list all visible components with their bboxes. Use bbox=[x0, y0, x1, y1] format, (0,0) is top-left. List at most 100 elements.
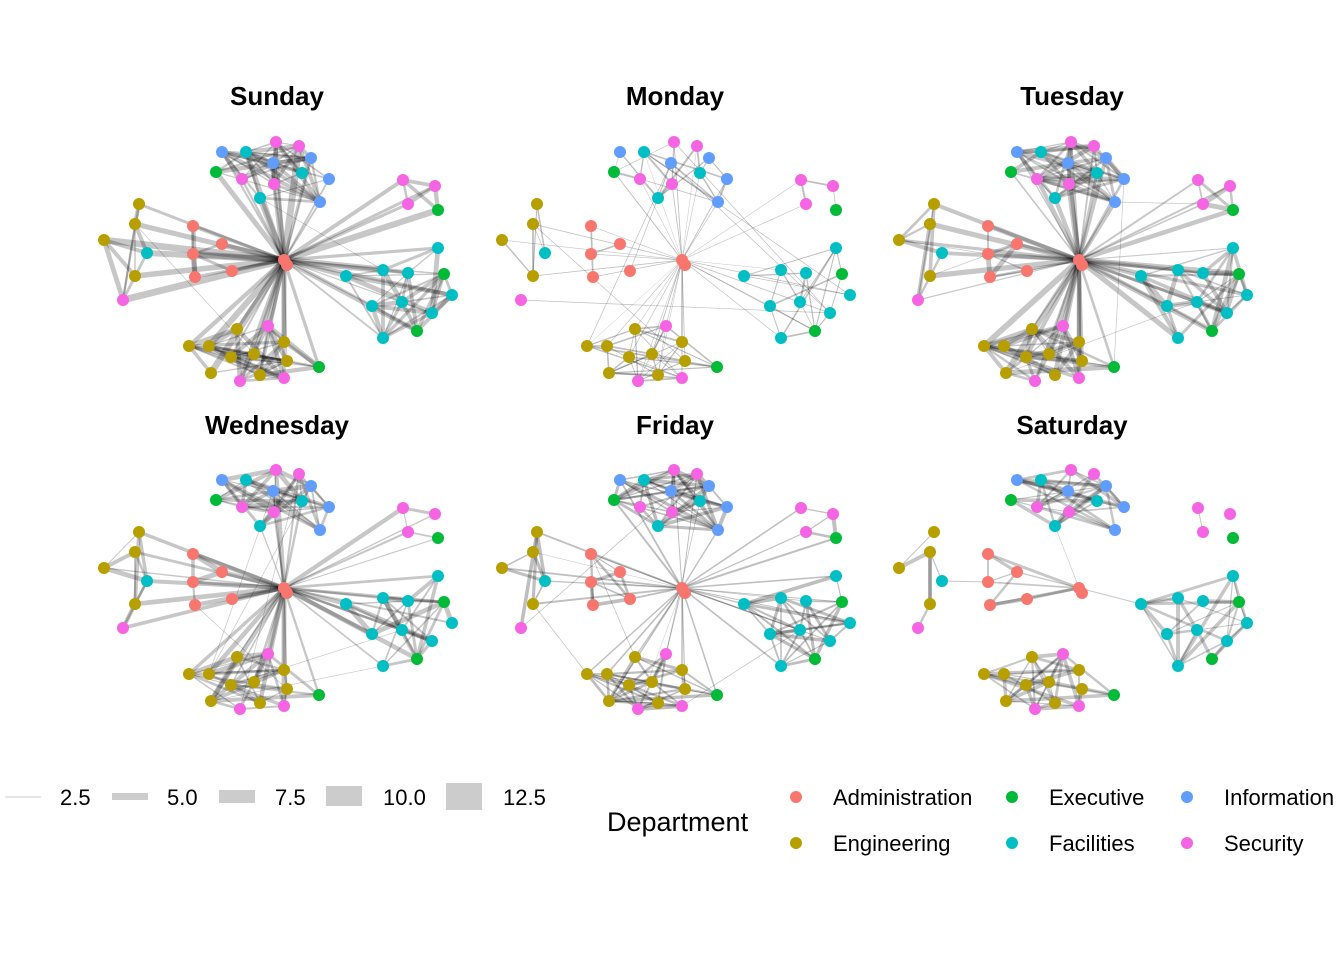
edge bbox=[1023, 257, 1082, 360]
edge bbox=[643, 151, 851, 296]
node-administration bbox=[982, 220, 994, 232]
edge bbox=[1104, 484, 1117, 532]
edge bbox=[381, 246, 440, 272]
edge bbox=[229, 683, 289, 691]
edge bbox=[1225, 600, 1241, 643]
edge bbox=[769, 305, 816, 332]
edge bbox=[1200, 270, 1230, 316]
edge bbox=[214, 498, 304, 503]
edge bbox=[768, 632, 832, 643]
edge bbox=[244, 150, 262, 200]
node-administration bbox=[189, 599, 201, 611]
edge bbox=[1015, 478, 1108, 488]
node-information bbox=[665, 485, 677, 497]
node-information bbox=[1109, 524, 1121, 536]
edge bbox=[592, 259, 683, 278]
node-administration bbox=[1011, 238, 1023, 250]
edge bbox=[1068, 506, 1125, 513]
nodes bbox=[893, 136, 1253, 387]
edge bbox=[187, 586, 286, 676]
node-facilities bbox=[764, 628, 776, 640]
node-facilities bbox=[800, 595, 812, 607]
edge bbox=[1139, 602, 1229, 643]
node-engineering bbox=[129, 218, 141, 230]
node-engineering bbox=[231, 651, 243, 663]
edge bbox=[240, 177, 286, 262]
edge bbox=[309, 156, 322, 204]
edge bbox=[612, 498, 660, 528]
edge bbox=[681, 587, 718, 696]
edge bbox=[779, 596, 852, 625]
edge bbox=[119, 256, 288, 304]
edge bbox=[273, 467, 305, 504]
edge bbox=[643, 151, 683, 261]
edge bbox=[591, 597, 632, 607]
node-administration bbox=[614, 566, 626, 578]
edge bbox=[1025, 586, 1081, 601]
node-facilities bbox=[794, 296, 806, 308]
edge bbox=[1209, 271, 1242, 334]
edge bbox=[619, 479, 701, 502]
edge bbox=[681, 669, 718, 696]
edge bbox=[1004, 693, 1116, 703]
edge bbox=[281, 585, 420, 662]
edge bbox=[240, 468, 278, 509]
edge bbox=[590, 225, 683, 261]
edge bbox=[282, 499, 304, 590]
edge bbox=[780, 269, 801, 303]
edge bbox=[282, 586, 446, 604]
node-facilities bbox=[738, 270, 750, 282]
edge bbox=[230, 258, 286, 273]
edge bbox=[234, 326, 243, 384]
edge bbox=[637, 587, 683, 710]
node-engineering bbox=[496, 562, 508, 574]
edge bbox=[1060, 323, 1085, 364]
edge bbox=[243, 143, 302, 155]
edge bbox=[189, 250, 288, 264]
edge bbox=[208, 585, 287, 704]
node-administration bbox=[982, 248, 994, 260]
width-label-10-0: 10.0 bbox=[383, 785, 426, 810]
node-engineering bbox=[928, 526, 940, 538]
edge bbox=[252, 258, 286, 356]
edge bbox=[259, 197, 384, 271]
edge bbox=[271, 156, 313, 165]
edge bbox=[229, 683, 321, 697]
edge bbox=[927, 257, 1082, 279]
edge bbox=[586, 587, 683, 675]
node-security bbox=[402, 526, 414, 538]
node-information bbox=[305, 480, 317, 492]
node-security bbox=[515, 294, 527, 306]
edge bbox=[208, 325, 269, 347]
edge bbox=[917, 259, 1080, 301]
edge bbox=[681, 145, 698, 261]
node-facilities bbox=[1049, 520, 1061, 532]
node-information bbox=[703, 480, 715, 492]
node-facilities bbox=[396, 296, 408, 308]
edge bbox=[629, 197, 659, 272]
node-engineering bbox=[248, 348, 260, 360]
node-engineering bbox=[581, 668, 593, 680]
edge bbox=[188, 653, 269, 675]
edge bbox=[1035, 505, 1117, 532]
edge bbox=[282, 340, 321, 369]
node-security bbox=[270, 136, 282, 148]
edge bbox=[633, 655, 684, 672]
node-security bbox=[234, 703, 246, 715]
edge bbox=[186, 326, 240, 349]
node-engineering bbox=[1049, 697, 1061, 709]
edge bbox=[257, 339, 287, 378]
edge bbox=[1077, 258, 1169, 308]
edge bbox=[1039, 150, 1071, 186]
edge bbox=[283, 259, 373, 307]
edge bbox=[1200, 270, 1242, 277]
edge bbox=[742, 602, 802, 632]
node-security bbox=[827, 180, 839, 192]
edge bbox=[281, 585, 375, 637]
edge bbox=[642, 478, 660, 528]
node-facilities bbox=[738, 598, 750, 610]
node-facilities bbox=[340, 598, 352, 610]
edge bbox=[370, 272, 446, 308]
edge bbox=[282, 530, 410, 590]
